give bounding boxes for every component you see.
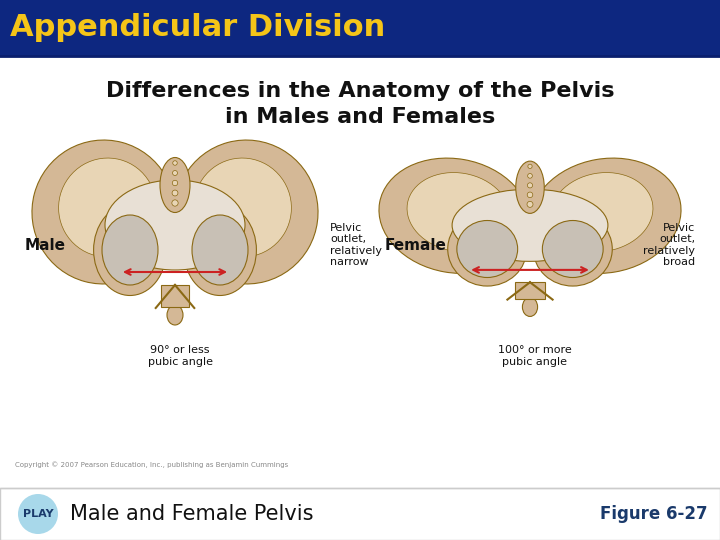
Circle shape	[528, 164, 532, 168]
Ellipse shape	[94, 205, 166, 295]
Circle shape	[173, 161, 177, 165]
Text: Appendicular Division: Appendicular Division	[10, 14, 385, 43]
Ellipse shape	[32, 140, 175, 284]
Ellipse shape	[175, 140, 318, 284]
Text: 90° or less
pubic angle: 90° or less pubic angle	[148, 345, 212, 367]
Ellipse shape	[542, 220, 603, 278]
Ellipse shape	[523, 298, 538, 316]
Circle shape	[172, 190, 178, 196]
Circle shape	[173, 171, 177, 176]
Ellipse shape	[379, 158, 529, 273]
Text: Female: Female	[385, 238, 447, 253]
Ellipse shape	[457, 220, 518, 278]
Circle shape	[172, 200, 178, 206]
Ellipse shape	[192, 215, 248, 285]
Ellipse shape	[160, 158, 190, 213]
Ellipse shape	[102, 215, 158, 285]
Bar	[0, 488, 720, 540]
Text: Male: Male	[25, 238, 66, 253]
Circle shape	[528, 173, 532, 178]
Text: Male and Female Pelvis: Male and Female Pelvis	[70, 504, 313, 524]
Circle shape	[172, 180, 178, 186]
Ellipse shape	[452, 189, 608, 261]
Bar	[515, 282, 545, 299]
Bar	[0, 0, 720, 56]
Ellipse shape	[167, 305, 183, 325]
Circle shape	[527, 192, 533, 198]
Text: Pelvic
outlet,
relatively
broad: Pelvic outlet, relatively broad	[643, 222, 695, 267]
Text: 100° or more
pubic angle: 100° or more pubic angle	[498, 345, 572, 367]
Text: Pelvic
outlet,
relatively
narrow: Pelvic outlet, relatively narrow	[330, 222, 382, 267]
Ellipse shape	[184, 205, 256, 295]
Text: Differences in the Anatomy of the Pelvis
in Males and Females: Differences in the Anatomy of the Pelvis…	[106, 81, 614, 127]
Circle shape	[527, 201, 533, 207]
Text: Figure 6-27: Figure 6-27	[600, 505, 708, 523]
Ellipse shape	[550, 173, 653, 252]
Circle shape	[18, 494, 58, 534]
Text: PLAY: PLAY	[23, 509, 53, 519]
Bar	[161, 285, 189, 307]
Circle shape	[528, 183, 533, 188]
Ellipse shape	[105, 180, 245, 270]
Ellipse shape	[531, 158, 681, 273]
Ellipse shape	[448, 212, 527, 286]
Ellipse shape	[58, 158, 156, 257]
Ellipse shape	[407, 173, 510, 252]
Ellipse shape	[534, 212, 612, 286]
Ellipse shape	[194, 158, 292, 257]
Ellipse shape	[516, 161, 544, 213]
Text: Copyright © 2007 Pearson Education, Inc., publishing as Benjamin Cummings: Copyright © 2007 Pearson Education, Inc.…	[15, 461, 288, 468]
